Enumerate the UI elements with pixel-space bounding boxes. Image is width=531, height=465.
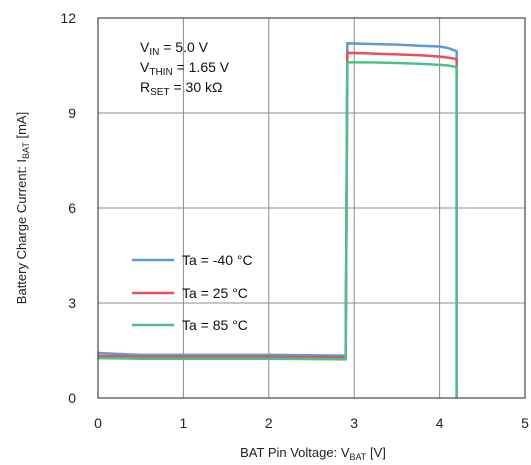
y-tick-label-6: 6: [68, 200, 76, 216]
x-tick-labels: 0 1 2 3 4 5: [94, 415, 529, 431]
condition-vin: VIN = 5.0 V: [140, 39, 209, 58]
legend-label-85: Ta = 85 °C: [182, 317, 248, 333]
conditions-box: VIN = 5.0 V VTHIN = 1.65 V RSET = 30 kΩ: [140, 39, 230, 98]
condition-rset: RSET = 30 kΩ: [140, 79, 222, 98]
legend-label-25: Ta = 25 °C: [182, 285, 248, 301]
x-tick-label-1: 1: [180, 415, 188, 431]
y-tick-label-12: 12: [60, 10, 76, 26]
condition-vthin: VTHIN = 1.65 V: [140, 59, 230, 78]
series-layer: [97, 42, 458, 398]
x-tick-label-0: 0: [94, 415, 102, 431]
legend-label-neg40: Ta = -40 °C: [182, 252, 253, 268]
legend: Ta = -40 °C Ta = 25 °C Ta = 85 °C: [132, 252, 253, 333]
series-line-1: [97, 51, 458, 398]
y-tick-label-3: 3: [68, 295, 76, 311]
y-axis-label: Battery Charge Current: IBAT [mA]: [14, 112, 31, 304]
x-tick-label-3: 3: [350, 415, 358, 431]
series-line-0: [97, 42, 458, 398]
x-axis-label: BAT Pin Voltage: VBAT [V]: [240, 445, 386, 462]
series-line-2: [97, 61, 458, 398]
x-tick-label-5: 5: [521, 415, 529, 431]
y-tick-labels: 0 3 6 9 12: [60, 10, 76, 406]
y-tick-label-0: 0: [68, 390, 76, 406]
x-tick-label-2: 2: [265, 415, 273, 431]
plot-frame: [97, 17, 526, 399]
y-tick-label-9: 9: [68, 105, 76, 121]
x-tick-label-4: 4: [436, 415, 444, 431]
